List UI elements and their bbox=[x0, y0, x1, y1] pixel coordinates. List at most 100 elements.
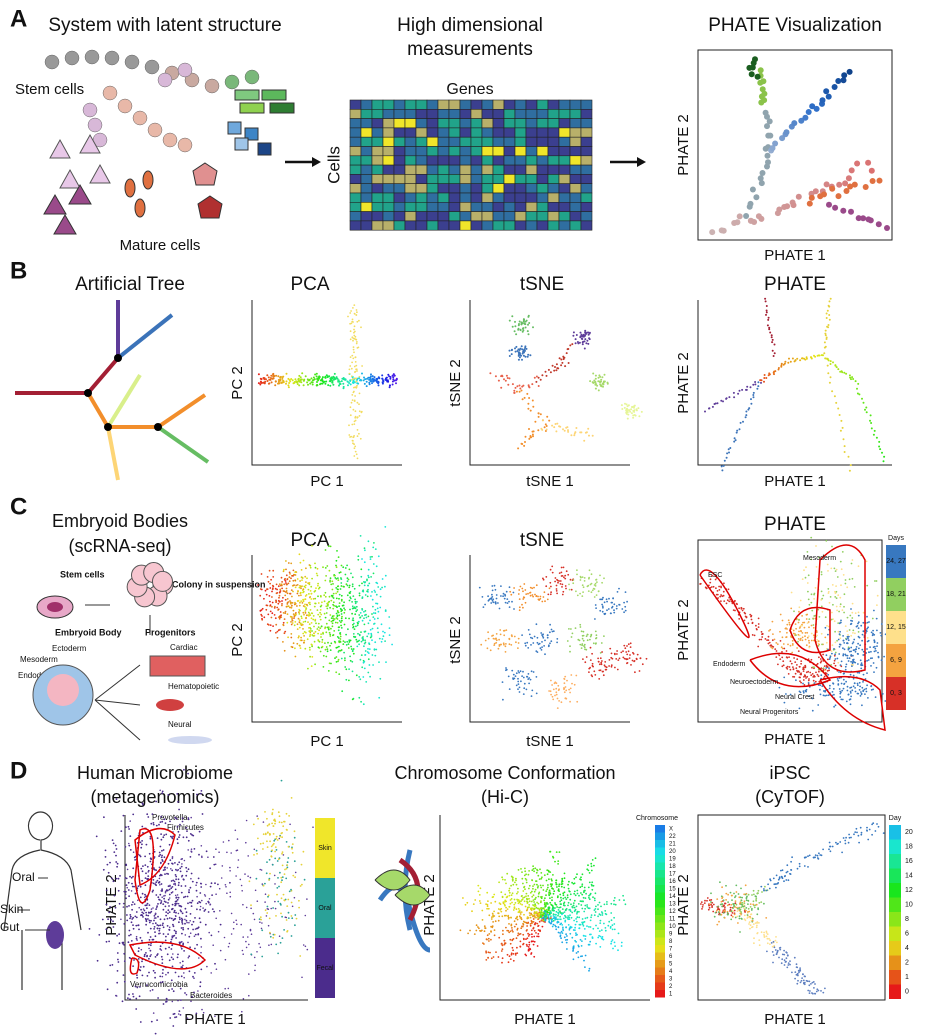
point bbox=[294, 574, 297, 576]
point bbox=[636, 653, 639, 656]
point bbox=[495, 641, 498, 644]
point bbox=[836, 576, 839, 578]
point bbox=[304, 595, 307, 597]
point bbox=[842, 678, 845, 681]
point bbox=[259, 921, 261, 923]
point bbox=[587, 342, 590, 345]
point bbox=[851, 665, 853, 667]
point bbox=[352, 346, 355, 348]
point bbox=[615, 658, 618, 660]
point bbox=[225, 886, 227, 888]
point bbox=[603, 635, 605, 637]
point bbox=[318, 377, 320, 380]
point bbox=[339, 632, 342, 634]
heatmap-cell bbox=[580, 127, 593, 138]
point bbox=[352, 377, 355, 380]
point bbox=[129, 915, 132, 918]
point bbox=[840, 660, 843, 663]
point bbox=[579, 579, 582, 581]
point bbox=[778, 686, 781, 689]
point bbox=[741, 388, 744, 391]
heatmap-cell bbox=[404, 220, 417, 231]
point bbox=[834, 704, 837, 707]
point bbox=[156, 927, 159, 930]
heatmap-cell bbox=[349, 109, 362, 119]
point bbox=[796, 670, 799, 673]
point bbox=[579, 331, 582, 334]
point bbox=[338, 649, 341, 652]
point bbox=[867, 697, 869, 699]
point bbox=[835, 590, 838, 593]
point bbox=[617, 659, 620, 661]
point bbox=[838, 653, 841, 655]
point bbox=[369, 628, 372, 631]
point bbox=[312, 376, 315, 379]
point bbox=[358, 643, 360, 646]
point bbox=[880, 634, 883, 637]
point bbox=[353, 423, 356, 425]
point bbox=[567, 430, 570, 433]
point bbox=[329, 633, 332, 636]
gut bbox=[46, 921, 64, 949]
point bbox=[845, 663, 848, 666]
point bbox=[600, 642, 603, 644]
point bbox=[783, 676, 786, 679]
point bbox=[176, 842, 179, 845]
point bbox=[340, 564, 343, 567]
point bbox=[215, 848, 217, 850]
point bbox=[329, 644, 331, 647]
point bbox=[374, 548, 377, 550]
point bbox=[628, 657, 631, 659]
point bbox=[351, 601, 353, 603]
point bbox=[539, 378, 542, 381]
point bbox=[175, 875, 178, 878]
point bbox=[336, 377, 339, 380]
point bbox=[797, 621, 800, 624]
point bbox=[309, 649, 311, 651]
point bbox=[571, 343, 574, 346]
point bbox=[272, 576, 275, 578]
point bbox=[306, 577, 308, 580]
point bbox=[274, 907, 277, 910]
point bbox=[290, 602, 292, 605]
heatmap-cell bbox=[558, 109, 571, 119]
point bbox=[356, 416, 359, 419]
point bbox=[528, 322, 531, 324]
point bbox=[352, 348, 355, 351]
point bbox=[180, 858, 182, 861]
point bbox=[766, 639, 768, 641]
point bbox=[872, 433, 875, 436]
point bbox=[786, 623, 789, 626]
point bbox=[805, 109, 812, 115]
point bbox=[531, 933, 533, 936]
point bbox=[780, 646, 783, 649]
point bbox=[605, 598, 608, 601]
point bbox=[763, 380, 765, 383]
point bbox=[136, 939, 138, 941]
point bbox=[585, 342, 588, 345]
point bbox=[196, 908, 198, 911]
point bbox=[711, 405, 714, 408]
point bbox=[590, 633, 593, 636]
point bbox=[166, 999, 169, 1001]
heatmap-cell bbox=[492, 192, 505, 203]
point bbox=[842, 687, 845, 690]
point bbox=[342, 566, 345, 569]
point bbox=[721, 469, 724, 472]
heatmap-cell bbox=[426, 118, 439, 129]
point bbox=[204, 908, 207, 911]
point bbox=[850, 695, 852, 698]
point bbox=[330, 620, 333, 623]
point bbox=[277, 602, 280, 605]
point bbox=[207, 856, 209, 858]
point bbox=[285, 828, 288, 831]
point bbox=[276, 887, 279, 889]
point bbox=[536, 636, 539, 639]
point bbox=[349, 659, 352, 662]
point bbox=[331, 622, 334, 625]
point bbox=[627, 643, 630, 646]
point bbox=[537, 598, 540, 601]
point bbox=[187, 868, 190, 871]
point bbox=[814, 587, 817, 589]
point bbox=[101, 918, 104, 921]
